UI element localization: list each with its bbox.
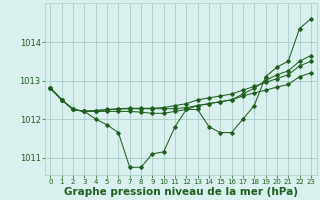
X-axis label: Graphe pression niveau de la mer (hPa): Graphe pression niveau de la mer (hPa) xyxy=(64,187,298,197)
